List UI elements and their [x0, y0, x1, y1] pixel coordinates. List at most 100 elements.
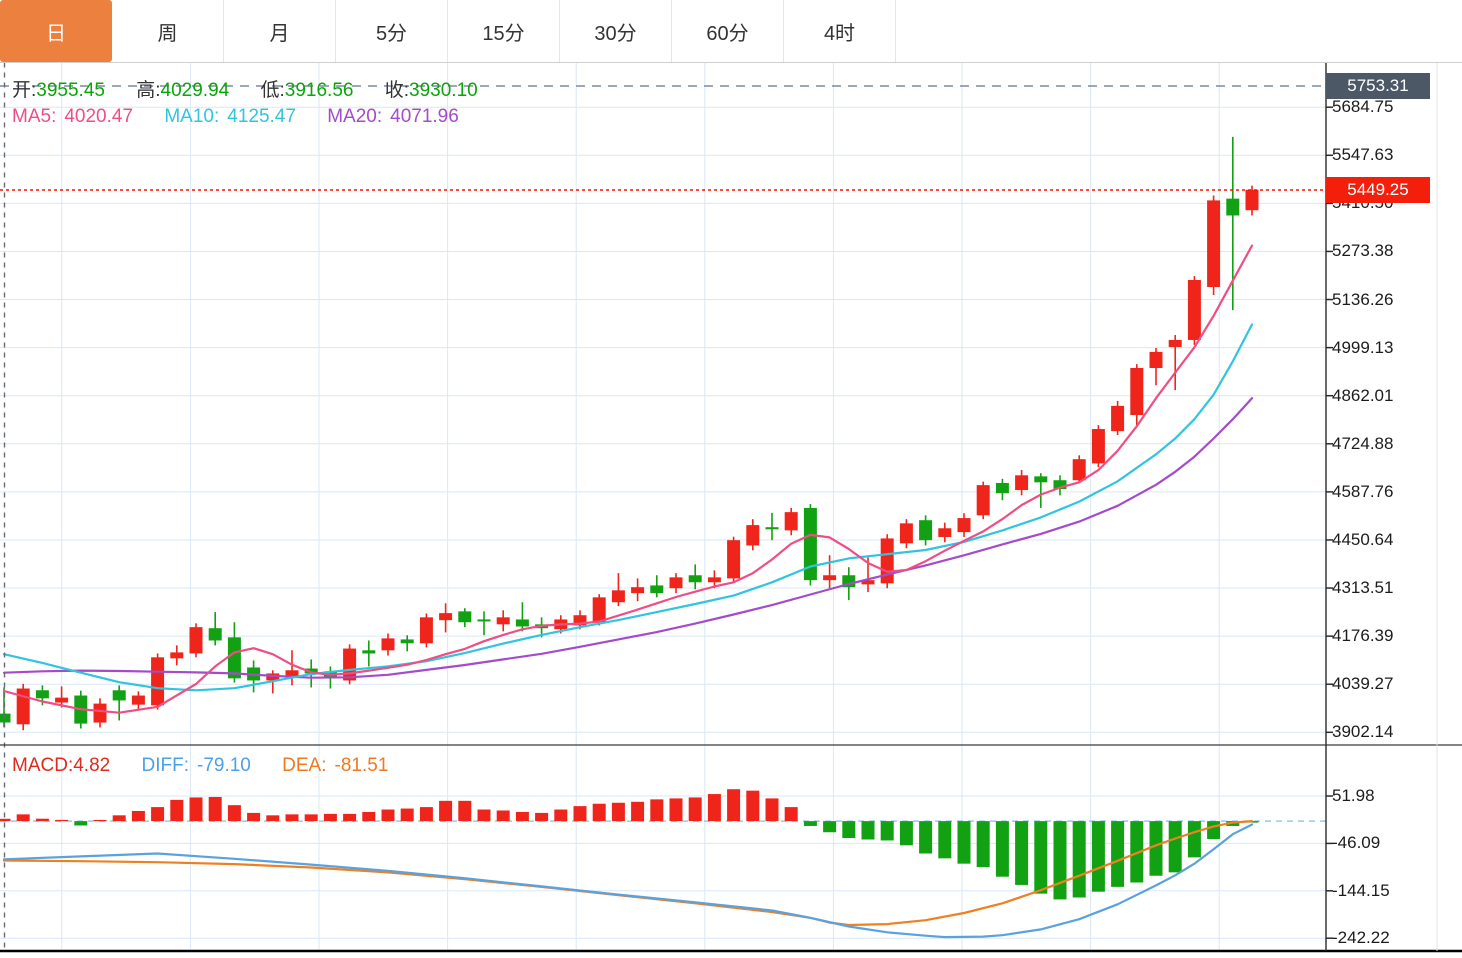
- macd-histogram-bar: [919, 821, 933, 854]
- macd-histogram-bar: [1187, 821, 1201, 858]
- candle-body-up: [592, 597, 606, 623]
- candle-body-up: [727, 540, 741, 579]
- candle-body-up: [957, 518, 971, 533]
- macd-histogram-bar: [189, 797, 203, 822]
- candle-body-up: [1111, 405, 1125, 432]
- macd-histogram-bar: [688, 797, 702, 822]
- ma10-value: 4125.47: [227, 106, 296, 127]
- ma5-label: MA5:: [12, 106, 57, 127]
- candle-body-up: [1207, 200, 1221, 288]
- ma20-line: [2, 397, 1254, 679]
- candle-body-up: [899, 523, 913, 544]
- last-price-badge: 5449.25: [1326, 177, 1430, 203]
- candle-body-down: [1053, 480, 1067, 489]
- ma5-value: 4020.47: [64, 106, 134, 127]
- macd-histogram-bar: [1053, 821, 1067, 900]
- ma20-value: 4071.96: [390, 106, 459, 127]
- tab-timeframe-7[interactable]: 4时: [784, 0, 896, 62]
- macd-histogram-bar: [227, 805, 241, 822]
- dea-value: -81.51: [334, 755, 389, 776]
- high-value: 4029.94: [160, 80, 230, 101]
- tab-timeframe-5[interactable]: 30分: [560, 0, 672, 62]
- price-tick-label: 4999.13: [1332, 337, 1394, 357]
- candle-body-down: [803, 507, 817, 581]
- tab-timeframe-4[interactable]: 15分: [448, 0, 560, 62]
- price-tick-label: 4176.39: [1332, 626, 1394, 646]
- candle-body-down: [35, 690, 49, 699]
- macd-histogram-bar: [1111, 821, 1125, 887]
- tab-timeframe-6[interactable]: 60分: [672, 0, 784, 62]
- low-value: 3916.56: [284, 80, 354, 101]
- ma-legend: MA5: 4020.47 MA10: 4125.47 MA20: 4071.96: [12, 106, 459, 128]
- macd-histogram-bar: [765, 798, 779, 822]
- macd-histogram-bar: [650, 799, 664, 822]
- open-value: 3955.45: [36, 80, 105, 101]
- macd-histogram-bar: [16, 814, 30, 822]
- macd-histogram-bar: [1034, 821, 1048, 894]
- candle-body-up: [823, 575, 837, 581]
- macd-legend: MACD:4.82 DIFF: -79.10 DEA: -81.51: [12, 755, 388, 777]
- macd-histogram-bar: [55, 819, 69, 822]
- ma20-label: MA20:: [327, 106, 383, 127]
- tab-timeframe-1[interactable]: 周: [112, 0, 224, 62]
- candle-body-up: [573, 615, 587, 626]
- macd-histogram-bar: [554, 809, 568, 822]
- candle-body-down: [1034, 476, 1048, 483]
- open-label: 开:: [12, 80, 37, 101]
- candle-body-down: [400, 639, 414, 644]
- candle-body-up: [55, 697, 69, 703]
- candle-body-down: [227, 637, 241, 679]
- macd-histogram-bar: [746, 790, 760, 822]
- macd-histogram-bar: [151, 807, 165, 822]
- macd-value: 4.82: [73, 755, 111, 776]
- macd-histogram-bar: [1091, 821, 1105, 892]
- candle-body-down: [688, 575, 702, 583]
- macd-histogram-bar: [477, 809, 491, 822]
- candle-body-up: [1130, 368, 1144, 416]
- timeframe-tabbar: 日周月 5分 15分 30分 60分 4时: [0, 0, 1462, 63]
- macd-histogram-bar: [861, 821, 875, 840]
- candle-body-down: [842, 575, 856, 588]
- macd-tick-label: -242.22: [1332, 928, 1390, 948]
- candle-body-down: [650, 585, 664, 594]
- macd-histogram-bar: [1168, 821, 1182, 873]
- macd-histogram-bar: [707, 794, 721, 822]
- candle-body-up: [1149, 351, 1163, 369]
- macd-tick-label: -46.09: [1332, 833, 1381, 853]
- candle-body-down: [477, 619, 491, 622]
- tab-timeframe-0[interactable]: 日: [0, 0, 112, 62]
- macd-histogram-bar: [362, 811, 376, 822]
- price-tick-label: 5136.26: [1332, 289, 1394, 309]
- macd-label: MACD:: [12, 755, 74, 776]
- candle-body-up: [170, 652, 184, 659]
- diff-label: DIFF:: [141, 755, 190, 776]
- macd-histogram-bar: [266, 815, 280, 822]
- price-tick-label: 4587.76: [1332, 481, 1394, 501]
- macd-histogram-bar: [515, 811, 529, 822]
- macd-histogram-bar: [285, 814, 299, 822]
- candle-body-down: [208, 628, 222, 641]
- crosshair-price-badge: 5753.31: [1326, 73, 1430, 99]
- macd-histogram-bar: [899, 821, 913, 846]
- macd-histogram-bar: [727, 789, 741, 822]
- candle-body-up: [1072, 459, 1086, 481]
- candle-body-up: [151, 657, 165, 706]
- macd-histogram-bar: [74, 821, 88, 826]
- tab-timeframe-2[interactable]: 月: [224, 0, 336, 62]
- macd-histogram-bar: [208, 796, 222, 822]
- macd-histogram-bar: [535, 812, 549, 822]
- tab-timeframe-3[interactable]: 5分: [336, 0, 448, 62]
- macd-histogram-bar: [496, 810, 510, 822]
- ma10-line: [2, 323, 1254, 692]
- macd-histogram-bar: [93, 819, 107, 822]
- candle-body-down: [995, 483, 1009, 494]
- macd-histogram-bar: [957, 821, 971, 864]
- macd-histogram-bar: [803, 821, 817, 826]
- candle-body-up: [746, 525, 760, 546]
- macd-histogram-bar: [458, 800, 472, 822]
- dea-label: DEA:: [282, 755, 327, 776]
- price-tick-label: 4450.64: [1332, 529, 1394, 549]
- macd-histogram-bar: [131, 810, 145, 822]
